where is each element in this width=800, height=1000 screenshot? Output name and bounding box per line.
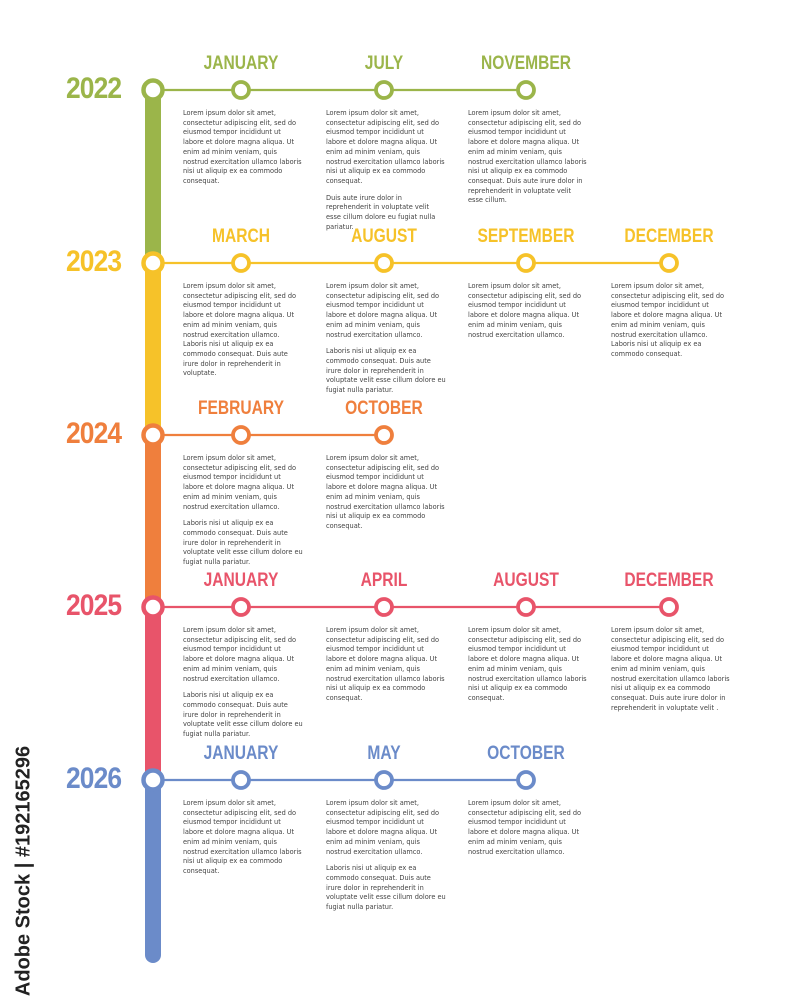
year-label-2023: 2023 [66, 245, 122, 278]
description-paragraph: Lorem ipsum dolor sit amet, consectetur … [611, 626, 730, 712]
event-description-august-2023: Lorem ipsum dolor sit amet, consectetur … [326, 282, 446, 403]
year-label-2022: 2022 [66, 72, 122, 105]
event-description-january-2025: Lorem ipsum dolor sit amet, consectetur … [183, 626, 303, 747]
description-paragraph: Laboris nisi ut aliquip ex ea commodo co… [326, 347, 446, 395]
event-description-july-2022: Lorem ipsum dolor sit amet, consectetur … [326, 109, 446, 239]
month-label-august-2023: AUGUST [351, 226, 417, 247]
month-node-april-2025 [374, 597, 394, 617]
month-label-april-2025: APRIL [360, 570, 408, 591]
month-node-december-2023 [659, 253, 679, 273]
month-node-october-2024 [374, 425, 394, 445]
event-description-january-2022: Lorem ipsum dolor sit amet, consectetur … [183, 109, 303, 194]
event-description-october-2024: Lorem ipsum dolor sit amet, consectetur … [326, 454, 446, 539]
month-label-november-2022: NOVEMBER [480, 53, 572, 74]
event-description-august-2025: Lorem ipsum dolor sit amet, consectetur … [468, 626, 588, 711]
month-label-october-2024: OCTOBER [345, 398, 423, 419]
description-paragraph: Lorem ipsum dolor sit amet, consectetur … [468, 282, 582, 339]
description-paragraph: Lorem ipsum dolor sit amet, consectetur … [326, 282, 440, 339]
description-paragraph: Lorem ipsum dolor sit amet, consectetur … [183, 282, 297, 378]
event-description-may-2026: Lorem ipsum dolor sit amet, consectetur … [326, 799, 446, 920]
description-paragraph: Lorem ipsum dolor sit amet, consectetur … [183, 109, 302, 185]
month-label-december-2023: DECEMBER [624, 226, 714, 247]
month-node-january-2026 [231, 770, 251, 790]
stock-watermark: Adobe Stock | #192165296 [4, 746, 44, 996]
event-description-january-2026: Lorem ipsum dolor sit amet, consectetur … [183, 799, 303, 884]
month-label-august-2025: AUGUST [493, 570, 559, 591]
month-node-august-2023 [374, 253, 394, 273]
month-label-january-2026: JANUARY [203, 743, 279, 764]
event-description-april-2025: Lorem ipsum dolor sit amet, consectetur … [326, 626, 446, 711]
event-description-december-2025: Lorem ipsum dolor sit amet, consectetur … [611, 626, 731, 720]
year-label-2026: 2026 [66, 762, 122, 795]
description-paragraph: Laboris nisi ut aliquip ex ea commodo co… [326, 864, 446, 912]
description-paragraph: Lorem ipsum dolor sit amet, consectetur … [183, 454, 297, 511]
month-node-january-2022 [231, 80, 251, 100]
year-node-2025 [141, 595, 165, 619]
month-label-may-2026: MAY [367, 743, 401, 764]
year-node-2022 [141, 78, 165, 102]
month-node-february-2024 [231, 425, 251, 445]
year-label-2024: 2024 [66, 417, 122, 450]
description-paragraph: Laboris nisi ut aliquip ex ea commodo co… [183, 691, 303, 739]
description-paragraph: Lorem ipsum dolor sit amet, consectetur … [326, 454, 445, 530]
month-label-january-2022: JANUARY [203, 53, 279, 74]
month-label-december-2025: DECEMBER [624, 570, 714, 591]
event-description-october-2026: Lorem ipsum dolor sit amet, consectetur … [468, 799, 588, 864]
month-node-may-2026 [374, 770, 394, 790]
event-description-february-2024: Lorem ipsum dolor sit amet, consectetur … [183, 454, 303, 575]
description-paragraph: Lorem ipsum dolor sit amet, consectetur … [468, 109, 587, 205]
month-node-november-2022 [516, 80, 536, 100]
watermark-text: Adobe Stock | #192165296 [12, 745, 35, 997]
month-node-october-2026 [516, 770, 536, 790]
month-label-september-2023: SEPTEMBER [477, 226, 575, 247]
month-node-september-2023 [516, 253, 536, 273]
event-description-september-2023: Lorem ipsum dolor sit amet, consectetur … [468, 282, 588, 347]
event-description-december-2023: Lorem ipsum dolor sit amet, consectetur … [611, 282, 731, 367]
description-paragraph: Lorem ipsum dolor sit amet, consectetur … [326, 799, 440, 856]
year-node-2024 [141, 423, 165, 447]
description-paragraph: Lorem ipsum dolor sit amet, consectetur … [183, 799, 302, 875]
description-paragraph: Laboris nisi ut aliquip ex ea commodo co… [183, 519, 303, 567]
month-label-january-2025: JANUARY [203, 570, 279, 591]
year-label-2025: 2025 [66, 589, 122, 622]
month-node-march-2023 [231, 253, 251, 273]
month-label-february-2024: FEBRUARY [198, 398, 284, 419]
description-paragraph: Lorem ipsum dolor sit amet, consectetur … [183, 626, 297, 683]
month-node-august-2025 [516, 597, 536, 617]
description-paragraph: Lorem ipsum dolor sit amet, consectetur … [611, 282, 725, 358]
month-label-october-2026: OCTOBER [487, 743, 565, 764]
year-node-2023 [141, 251, 165, 275]
month-node-december-2025 [659, 597, 679, 617]
year-node-2026 [141, 768, 165, 792]
description-paragraph: Lorem ipsum dolor sit amet, consectetur … [326, 109, 445, 185]
description-paragraph: Duis aute irure dolor in reprehenderit i… [326, 193, 436, 231]
month-label-march-2023: MARCH [212, 226, 270, 247]
month-node-january-2025 [231, 597, 251, 617]
event-description-march-2023: Lorem ipsum dolor sit amet, consectetur … [183, 282, 303, 386]
event-description-november-2022: Lorem ipsum dolor sit amet, consectetur … [468, 109, 588, 213]
description-paragraph: Lorem ipsum dolor sit amet, consectetur … [468, 626, 587, 702]
month-node-july-2022 [374, 80, 394, 100]
description-paragraph: Lorem ipsum dolor sit amet, consectetur … [468, 799, 582, 856]
description-paragraph: Lorem ipsum dolor sit amet, consectetur … [326, 626, 445, 702]
month-label-july-2022: JULY [364, 53, 404, 74]
